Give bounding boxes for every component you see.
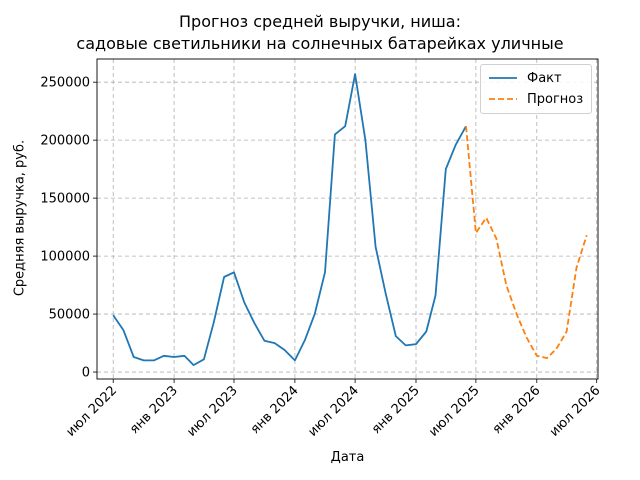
y-tick-label: 200000 xyxy=(40,134,90,149)
x-tick-label: июл 2023 xyxy=(184,383,241,440)
x-tick-label: июл 2026 xyxy=(547,383,604,440)
y-tick-label: 0 xyxy=(82,366,90,381)
chart-title-line-1: Прогноз средней выручки, ниша: xyxy=(179,12,461,31)
x-tick-label: янв 2024 xyxy=(248,383,302,437)
legend-swatch-forecast xyxy=(489,98,517,100)
y-tick-label: 50000 xyxy=(49,308,90,323)
y-axis-label: Средняя выручка, руб. xyxy=(12,139,28,297)
plot-frame xyxy=(96,58,599,380)
legend-item-fact: Факт xyxy=(489,69,562,87)
chart-title-line-2: садовые светильники на солнечных батарей… xyxy=(76,34,564,53)
x-tick-label: июл 2022 xyxy=(64,383,121,440)
series-line-forecast xyxy=(465,126,588,360)
y-tick-label: 250000 xyxy=(40,76,90,91)
y-tick-label: 150000 xyxy=(40,192,90,207)
x-axis-label: Дата xyxy=(330,450,365,465)
legend-swatch-fact xyxy=(489,77,517,79)
legend-item-forecast: Прогноз xyxy=(489,90,583,108)
x-tick-label: янв 2023 xyxy=(127,383,181,437)
x-tick-label: июл 2024 xyxy=(305,383,362,440)
legend-label-forecast: Прогноз xyxy=(527,91,584,107)
legend: Факт Прогноз xyxy=(480,64,592,114)
series-line-fact xyxy=(112,73,467,367)
x-tick-label: июл 2025 xyxy=(426,383,483,440)
y-tick-label: 100000 xyxy=(40,250,90,265)
x-tick-label: янв 2025 xyxy=(369,383,423,437)
legend-label-fact: Факт xyxy=(527,70,562,86)
x-tick-label: янв 2026 xyxy=(490,383,544,437)
